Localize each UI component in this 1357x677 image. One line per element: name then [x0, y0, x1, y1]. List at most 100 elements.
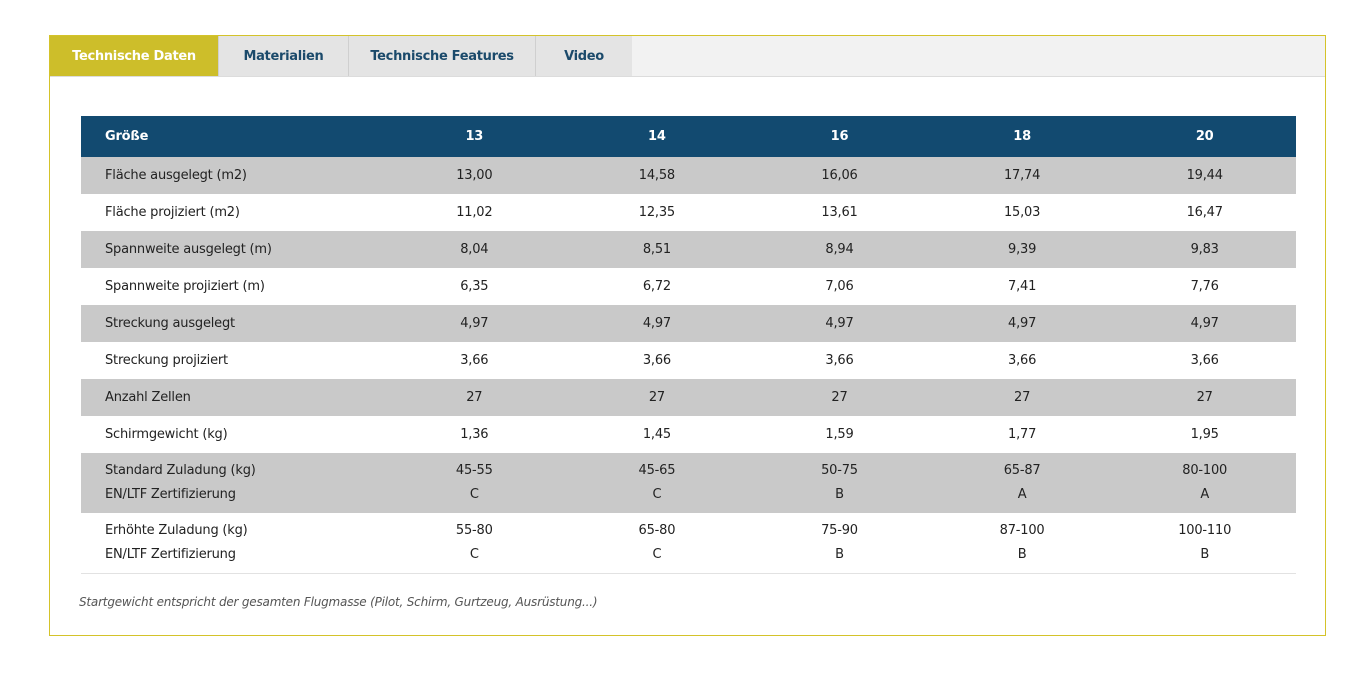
- cell-line1: 100-110: [1178, 522, 1232, 538]
- table-cell: 7,06: [825, 279, 854, 294]
- table-row: Streckung projiziert 3,66 3,66 3,66 3,66…: [81, 342, 1296, 379]
- table-cell: 9,39: [1008, 242, 1037, 257]
- table-header-row: Größe 13 14 16 18 20: [81, 116, 1296, 157]
- table-cell: 87-100 B: [931, 513, 1114, 573]
- header-cell: 16: [830, 129, 849, 144]
- row-label-line1: Erhöhte Zuladung (kg): [105, 522, 248, 538]
- footnote: Startgewicht entspricht der gesamten Flu…: [79, 595, 598, 609]
- table-row: Anzahl Zellen 27 27 27 27 27: [81, 379, 1296, 416]
- table-cell: 8,94: [825, 242, 854, 257]
- table-cell: 27: [466, 390, 483, 405]
- cell-line2: C: [469, 546, 479, 562]
- table-cell: 4,97: [642, 316, 671, 331]
- row-label: Erhöhte Zuladung (kg) EN/LTF Zertifizier…: [81, 513, 383, 573]
- table-cell: 1,36: [460, 427, 489, 442]
- table-cell: 8,04: [460, 242, 489, 257]
- table-cell: 55-80 C: [383, 513, 566, 573]
- row-label: Fläche ausgelegt (m2): [105, 168, 247, 183]
- table-row: Spannweite ausgelegt (m) 8,04 8,51 8,94 …: [81, 231, 1296, 268]
- table-cell: 4,97: [1190, 316, 1219, 331]
- cell-line2: C: [652, 487, 662, 502]
- table-cell: 6,35: [460, 279, 489, 294]
- table-row: Schirmgewicht (kg) 1,36 1,45 1,59 1,77 1…: [81, 416, 1296, 453]
- header-cell: 14: [648, 129, 666, 144]
- table-cell: 1,45: [642, 427, 671, 442]
- table-cell: 11,02: [456, 205, 493, 220]
- spec-table-wrapper: Größe 13 14 16 18 20 Fläche ausgelegt (m…: [81, 116, 1296, 574]
- table-cell: 100-110 B: [1113, 513, 1296, 573]
- cell-line2: B: [1017, 546, 1027, 562]
- cell-line1: 65-87: [1003, 463, 1041, 478]
- table-cell: 1,95: [1190, 427, 1219, 442]
- tab-panel: Technische Daten Materialien Technische …: [49, 35, 1326, 636]
- cell-line2: C: [652, 546, 662, 562]
- table-cell: 3,66: [1190, 353, 1219, 368]
- tab-technische-features[interactable]: Technische Features: [349, 36, 536, 76]
- table-cell: 7,76: [1190, 279, 1219, 294]
- row-label: Anzahl Zellen: [105, 390, 191, 405]
- tab-bar: Technische Daten Materialien Technische …: [50, 36, 1325, 77]
- cell-line2: C: [469, 487, 479, 502]
- table-cell: 8,51: [642, 242, 671, 257]
- row-label-line2: EN/LTF Zertifizierung: [105, 546, 236, 562]
- tab-video[interactable]: Video: [536, 36, 632, 76]
- cell-line1: 87-100: [999, 522, 1045, 538]
- row-label: Spannweite ausgelegt (m): [105, 242, 272, 257]
- cell-line1: 65-80: [638, 522, 676, 538]
- table-cell: 27: [648, 390, 665, 405]
- table-cell: 45-65 C: [566, 453, 749, 513]
- row-label: Standard Zuladung (kg) EN/LTF Zertifizie…: [81, 453, 383, 513]
- row-label: Fläche projiziert (m2): [105, 205, 240, 220]
- table-cell: 27: [1014, 390, 1031, 405]
- table-row: Fläche projiziert (m2) 11,02 12,35 13,61…: [81, 194, 1296, 231]
- header-cell: Größe: [105, 129, 149, 144]
- row-label: Streckung projiziert: [105, 353, 228, 368]
- cell-line1: 45-55: [455, 463, 493, 478]
- table-cell: 16,06: [821, 168, 858, 183]
- table-cell: 3,66: [460, 353, 489, 368]
- table-cell: 1,77: [1008, 427, 1037, 442]
- table-cell: 1,59: [825, 427, 854, 442]
- table-cell: 19,44: [1186, 168, 1223, 183]
- table-cell: 13,00: [456, 168, 493, 183]
- table-cell: 7,41: [1008, 279, 1037, 294]
- tab-technische-daten[interactable]: Technische Daten: [50, 36, 219, 76]
- table-cell: 65-87 A: [931, 453, 1114, 513]
- header-cell: 13: [465, 129, 484, 144]
- cell-line2: A: [1200, 487, 1210, 502]
- table-row: Standard Zuladung (kg) EN/LTF Zertifizie…: [81, 453, 1296, 513]
- header-cell: 18: [1013, 129, 1031, 144]
- cell-line2: B: [835, 546, 844, 562]
- table-cell: 6,72: [642, 279, 671, 294]
- table-cell: 15,03: [1003, 205, 1041, 220]
- table-row: Streckung ausgelegt 4,97 4,97 4,97 4,97 …: [81, 305, 1296, 342]
- row-label: Schirmgewicht (kg): [105, 427, 228, 442]
- table-cell: 13,61: [821, 205, 858, 220]
- table-cell: 3,66: [1008, 353, 1037, 368]
- table-row: Spannweite projiziert (m) 6,35 6,72 7,06…: [81, 268, 1296, 305]
- header-cell: 20: [1195, 129, 1214, 144]
- cell-line1: 75-90: [821, 522, 858, 538]
- table-cell: 12,35: [638, 205, 675, 220]
- cell-line2: B: [835, 487, 844, 502]
- row-label-line1: Standard Zuladung (kg): [105, 463, 256, 478]
- cell-line1: 50-75: [821, 463, 858, 478]
- row-label: Spannweite projiziert (m): [105, 279, 265, 294]
- table-cell: 80-100 A: [1113, 453, 1296, 513]
- table-cell: 50-75 B: [748, 453, 931, 513]
- table-row: Fläche ausgelegt (m2) 13,00 14,58 16,06 …: [81, 157, 1296, 194]
- table-cell: 14,58: [638, 168, 675, 183]
- table-cell: 9,83: [1190, 242, 1219, 257]
- table-cell: 75-90 B: [748, 513, 931, 573]
- table-cell: 65-80 C: [566, 513, 749, 573]
- table-cell: 27: [831, 390, 848, 405]
- table-cell: 17,74: [1003, 168, 1041, 183]
- table-row: Erhöhte Zuladung (kg) EN/LTF Zertifizier…: [81, 513, 1296, 573]
- cell-line2: A: [1017, 487, 1027, 502]
- row-label-line2: EN/LTF Zertifizierung: [105, 487, 236, 502]
- tab-materialien[interactable]: Materialien: [219, 36, 349, 76]
- table-cell: 4,97: [1008, 316, 1037, 331]
- table-cell: 3,66: [825, 353, 854, 368]
- cell-line1: 80-100: [1182, 463, 1228, 478]
- spec-table: Größe 13 14 16 18 20 Fläche ausgelegt (m…: [81, 116, 1296, 574]
